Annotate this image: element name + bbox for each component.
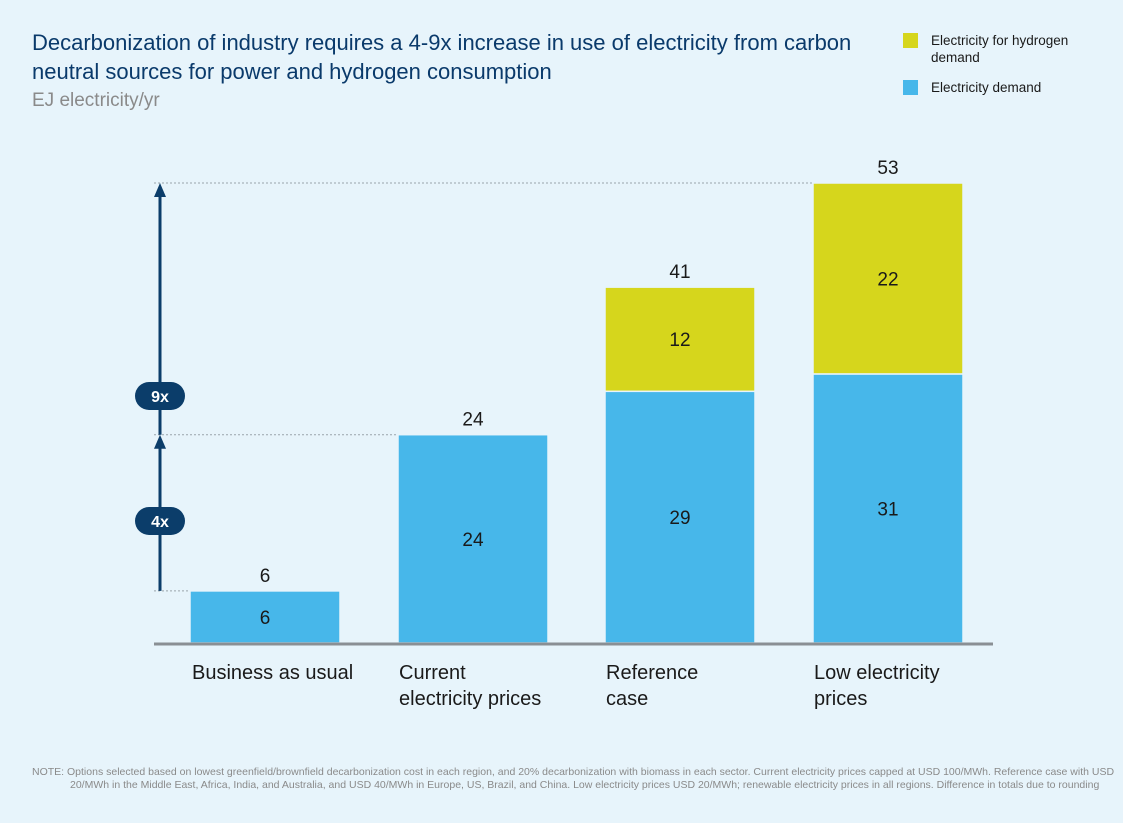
total-label-reference-case: 41 — [669, 262, 690, 283]
legend-swatch-electricity — [903, 80, 918, 95]
footnote: NOTE: Options selected based on lowest g… — [32, 766, 1115, 791]
total-label-current-electricity-prices: 24 — [462, 410, 484, 431]
chart-title: Decarbonization of industry requires a 4… — [32, 30, 852, 84]
multiplier-arrow-head — [154, 434, 166, 449]
multiplier-label: 9x — [151, 389, 169, 406]
multiplier-badge — [135, 382, 185, 410]
category-label-business-as-usual: Business as usual — [192, 662, 354, 684]
bar-value-label: 6 — [260, 608, 271, 629]
multiplier-badge — [135, 507, 185, 535]
legend-label-hydrogen: Electricity for hydrogen demand — [931, 33, 1069, 65]
bar-value-label: 12 — [669, 330, 690, 351]
bar-current-electricity-prices-electricity — [397, 433, 549, 644]
bar-value-label: 31 — [877, 499, 898, 520]
legend: Electricity for hydrogen demand Electric… — [903, 32, 1113, 109]
stacked-bar-chart: 6 6 24 24 29 12 41 31 22 53 4x 9x — [135, 158, 993, 646]
category-label-low-electricity-prices: Low electricity prices — [814, 662, 940, 710]
multiplier-label: 4x — [151, 514, 169, 531]
legend-swatch-hydrogen — [903, 33, 918, 48]
bar-low-electricity-prices-electricity — [812, 373, 964, 644]
bar-value-label: 24 — [462, 530, 484, 551]
bar-value-label: 22 — [877, 269, 898, 290]
legend-label-electricity: Electricity demand — [931, 80, 1042, 95]
bar-low-electricity-prices-hydrogen — [812, 182, 964, 375]
category-label-reference-case: Reference case — [606, 662, 699, 710]
legend-item-electricity: Electricity demand — [903, 79, 1113, 96]
chart-subtitle: EJ electricity/yr — [32, 90, 160, 111]
legend-item-hydrogen: Electricity for hydrogen demand — [903, 32, 1113, 66]
bar-reference-case-electricity — [604, 390, 756, 644]
bar-value-label: 29 — [669, 508, 690, 529]
category-label-current-electricity-prices: Current electricity prices — [399, 662, 542, 710]
total-label-low-electricity-prices: 53 — [877, 158, 898, 179]
total-label-business-as-usual: 6 — [260, 566, 271, 587]
bar-reference-case-hydrogen — [604, 286, 756, 393]
multiplier-arrow-head — [154, 183, 166, 197]
